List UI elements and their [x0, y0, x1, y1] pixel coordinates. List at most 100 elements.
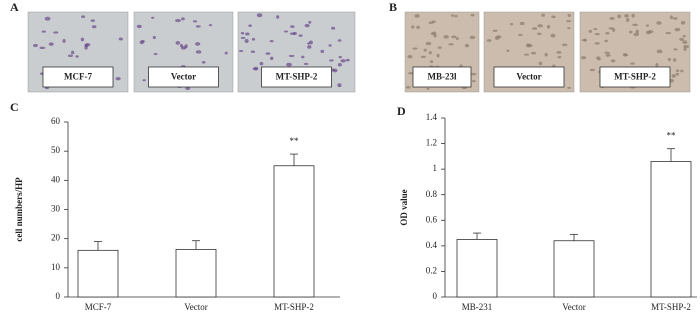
cell [506, 49, 510, 52]
cell [594, 32, 600, 36]
cell [309, 40, 313, 45]
cell [628, 30, 633, 34]
cell [248, 24, 252, 27]
cell [588, 29, 593, 33]
cell [469, 35, 476, 40]
y-tick-label: 30 [51, 204, 61, 214]
bar [553, 240, 595, 298]
cell [604, 51, 611, 54]
cell [454, 14, 458, 18]
cell [332, 68, 338, 73]
cell [253, 66, 259, 71]
y-axis-label: OD value [399, 189, 409, 225]
cell [550, 33, 556, 38]
cell [451, 35, 457, 39]
cell [610, 59, 616, 63]
cell [470, 13, 475, 17]
cell [580, 56, 587, 60]
cell [655, 62, 659, 67]
cell [464, 43, 470, 48]
cell [41, 30, 46, 33]
cell [337, 62, 342, 67]
cell [152, 35, 156, 40]
x-tick-label: MT-SHP-2 [274, 302, 314, 312]
bar [650, 161, 692, 298]
cell [423, 48, 427, 52]
cell [407, 55, 413, 59]
cell [675, 72, 679, 76]
y-tick-label: 40 [51, 174, 61, 184]
cell [624, 14, 629, 18]
cell [471, 79, 476, 83]
cell [84, 45, 88, 50]
cell [675, 69, 680, 72]
cell [525, 43, 531, 48]
cell [426, 87, 430, 90]
cell [337, 83, 342, 88]
cell [265, 52, 271, 55]
caption: MT-SHP-2 [614, 72, 656, 82]
caption-box [148, 66, 219, 88]
cell [238, 50, 244, 53]
cell [298, 34, 303, 37]
cell [136, 24, 142, 29]
cell [256, 13, 263, 18]
cell [430, 32, 435, 35]
cell [583, 38, 587, 42]
cell [286, 62, 292, 67]
caption: Vector [171, 72, 196, 82]
cell [683, 47, 687, 52]
cell [443, 35, 449, 39]
cell [557, 55, 562, 59]
y-tick-label: 0.8 [426, 189, 438, 199]
cell [71, 50, 75, 55]
significance: ** [667, 131, 677, 141]
cell [48, 42, 54, 46]
cell [630, 62, 635, 65]
x-tick-label: MCF-7 [85, 302, 112, 312]
caption-box [599, 66, 671, 88]
y-tick-label: 1 [433, 163, 438, 173]
cell [632, 23, 638, 27]
cell [429, 60, 434, 64]
cell [407, 72, 414, 75]
cell [608, 27, 615, 30]
panel-label: D [397, 104, 406, 118]
bar [456, 239, 498, 298]
cell [75, 55, 79, 58]
cell [645, 24, 649, 27]
cell [455, 37, 459, 41]
cell [530, 51, 537, 55]
cell [567, 13, 571, 18]
cell [626, 18, 630, 22]
cell [304, 23, 310, 28]
cell [647, 30, 654, 33]
cell [546, 25, 551, 29]
y-tick-label: 1.4 [426, 112, 438, 122]
x-tick-label: Vector [184, 302, 208, 312]
cell [597, 58, 601, 61]
cell [251, 37, 256, 41]
cell [665, 31, 672, 35]
panel-label: B [389, 0, 397, 14]
cell [420, 55, 426, 58]
cell [672, 17, 678, 20]
cell [118, 37, 123, 41]
x-tick-label: MT-SHP-2 [651, 302, 691, 312]
cell [617, 14, 622, 19]
cell [519, 21, 525, 26]
cell [195, 42, 201, 46]
caption-box [493, 66, 565, 88]
significance: ** [290, 136, 300, 146]
y-tick-label: 0.4 [426, 240, 438, 250]
cell [448, 43, 454, 46]
cell [331, 26, 336, 30]
cell [551, 15, 556, 19]
cell [656, 21, 662, 25]
cell [425, 41, 432, 46]
cell [622, 52, 628, 57]
cell [308, 21, 312, 24]
cell [428, 51, 432, 55]
cell [633, 32, 640, 37]
cell [269, 39, 274, 43]
